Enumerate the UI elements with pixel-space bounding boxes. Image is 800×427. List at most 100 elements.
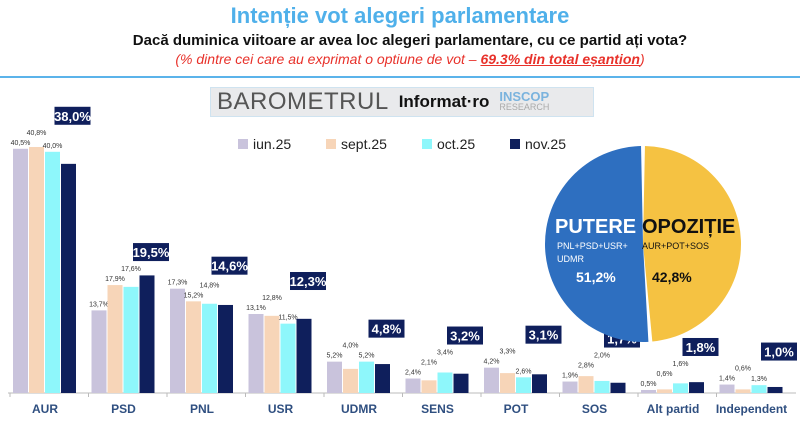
bar-iun.25 [641, 389, 656, 393]
svg-text:12,3%: 12,3% [290, 274, 327, 289]
chart-title: Intenție vot alegeri parlamentare [230, 3, 570, 28]
data-label: 2,1% [421, 360, 437, 367]
svg-text:1,8%: 1,8% [686, 340, 716, 355]
bar-sept.25 [500, 373, 515, 393]
bar-nov.25 [296, 318, 312, 393]
data-label-highlight: 3,2% [447, 326, 483, 345]
data-label: 12,8% [262, 295, 282, 302]
data-label: 15,2% [184, 292, 204, 299]
data-label: 11,5% [278, 315, 297, 322]
svg-text:3,2%: 3,2% [450, 329, 480, 344]
pie-detail-opozitie: AUR+POT+SOS [642, 241, 709, 251]
data-label: 1,3% [751, 376, 767, 383]
category-label: SENS [421, 402, 454, 416]
category-label: SOS [582, 402, 607, 416]
category-label: USR [268, 402, 294, 416]
data-label: 0,6% [735, 366, 751, 373]
data-label: 2,8% [578, 363, 594, 370]
svg-text:4,8%: 4,8% [372, 322, 402, 337]
legend-label: oct.25 [437, 136, 475, 152]
svg-text:3,1%: 3,1% [529, 328, 559, 343]
pie-detail-putere: PNL+PSD+USR+ [557, 241, 628, 251]
bar-nov.25 [689, 382, 704, 393]
divider [0, 76, 800, 78]
data-label-highlight: 12,3% [290, 272, 327, 291]
data-label-highlight: 14,6% [211, 256, 248, 275]
legend-swatch [510, 139, 520, 149]
bar-sept.25 [29, 146, 44, 393]
data-label: 2,0% [594, 353, 610, 360]
category-label: Independent [716, 402, 787, 416]
data-label: 3,3% [500, 349, 516, 356]
logo-barometrul: BAROMETRUL [217, 88, 389, 115]
legend-swatch [238, 139, 248, 149]
subtitle-note: (% dintre cei care au exprimat o optiune… [175, 51, 645, 67]
bar-iun.25 [248, 314, 264, 393]
data-label: 0,6% [657, 371, 673, 378]
pie-label-opozitie: OPOZIȚIE [642, 216, 735, 238]
data-label-highlight: 1,8% [682, 337, 719, 356]
bar-oct.25 [280, 323, 296, 393]
bar-iun.25 [170, 288, 185, 393]
data-label: 17,9% [105, 276, 125, 283]
bar-nov.25 [532, 374, 547, 393]
data-label: 1,6% [673, 361, 689, 368]
data-label: 3,4% [437, 350, 453, 357]
bar-nov.25 [375, 364, 390, 393]
data-label: 40,5% [11, 140, 31, 147]
bar-nov.25 [139, 275, 155, 393]
bar-oct.25 [751, 385, 767, 393]
bar-nov.25 [610, 382, 626, 393]
bar-nov.25 [767, 386, 783, 393]
bar-oct.25 [516, 377, 531, 393]
logo-informat: Informat·ro [398, 92, 490, 111]
data-label: 40,8% [27, 130, 47, 137]
bar-oct.25 [437, 372, 453, 393]
legend-label: sept.25 [341, 136, 387, 152]
bar-sept.25 [264, 315, 280, 393]
legend-swatch [422, 139, 432, 149]
bar-sept.25 [343, 368, 358, 393]
bar-iun.25 [13, 148, 28, 393]
bar-sept.25 [657, 389, 672, 393]
bar-sept.25 [578, 376, 594, 393]
legend-label: iun.25 [253, 136, 291, 152]
pie-label-putere: PUTERE [555, 216, 636, 238]
question: Dacă duminica viitoare ar avea loc alege… [132, 32, 688, 49]
category-label: AUR [32, 402, 58, 416]
logo-banner: BAROMETRUL Informat·ro INSCOP RESEARCH [210, 87, 594, 117]
pie-slice-putere [545, 146, 649, 342]
data-label-highlight: 19,5% [133, 243, 170, 262]
data-label: 40,0% [43, 143, 63, 150]
svg-text:14,6%: 14,6% [211, 259, 248, 274]
bar-sept.25 [186, 301, 201, 393]
bar-oct.25 [359, 361, 374, 393]
data-label: 1,4% [719, 376, 735, 383]
data-label: 13,1% [246, 305, 266, 312]
data-label: 4,0% [343, 343, 359, 350]
data-label: 2,4% [405, 370, 421, 377]
category-label: PNL [190, 402, 214, 416]
data-label: 2,6% [516, 368, 532, 375]
data-label: 14,8% [200, 282, 220, 289]
svg-text:38,0%: 38,0% [54, 109, 91, 124]
data-label-highlight: 1,0% [761, 342, 797, 361]
bar-nov.25 [453, 373, 469, 393]
category-label: UDMR [341, 402, 377, 416]
bar-iun.25 [91, 310, 107, 393]
pie-value-putere: 51,2% [576, 269, 616, 285]
bar-iun.25 [562, 381, 578, 393]
data-label-highlight: 4,8% [368, 319, 405, 338]
svg-text:1,0%: 1,0% [764, 345, 794, 360]
bar-iun.25 [484, 367, 499, 393]
data-label: 0,5% [641, 381, 657, 388]
bar-nov.25 [61, 163, 76, 393]
bar-oct.25 [123, 286, 139, 393]
data-label: 4,2% [484, 359, 500, 366]
bar-oct.25 [45, 151, 60, 393]
data-label-highlight: 38,0% [54, 106, 91, 125]
bar-oct.25 [594, 380, 610, 393]
data-label: 17,6% [121, 266, 141, 273]
pie-detail-putere: UDMR [557, 254, 584, 264]
